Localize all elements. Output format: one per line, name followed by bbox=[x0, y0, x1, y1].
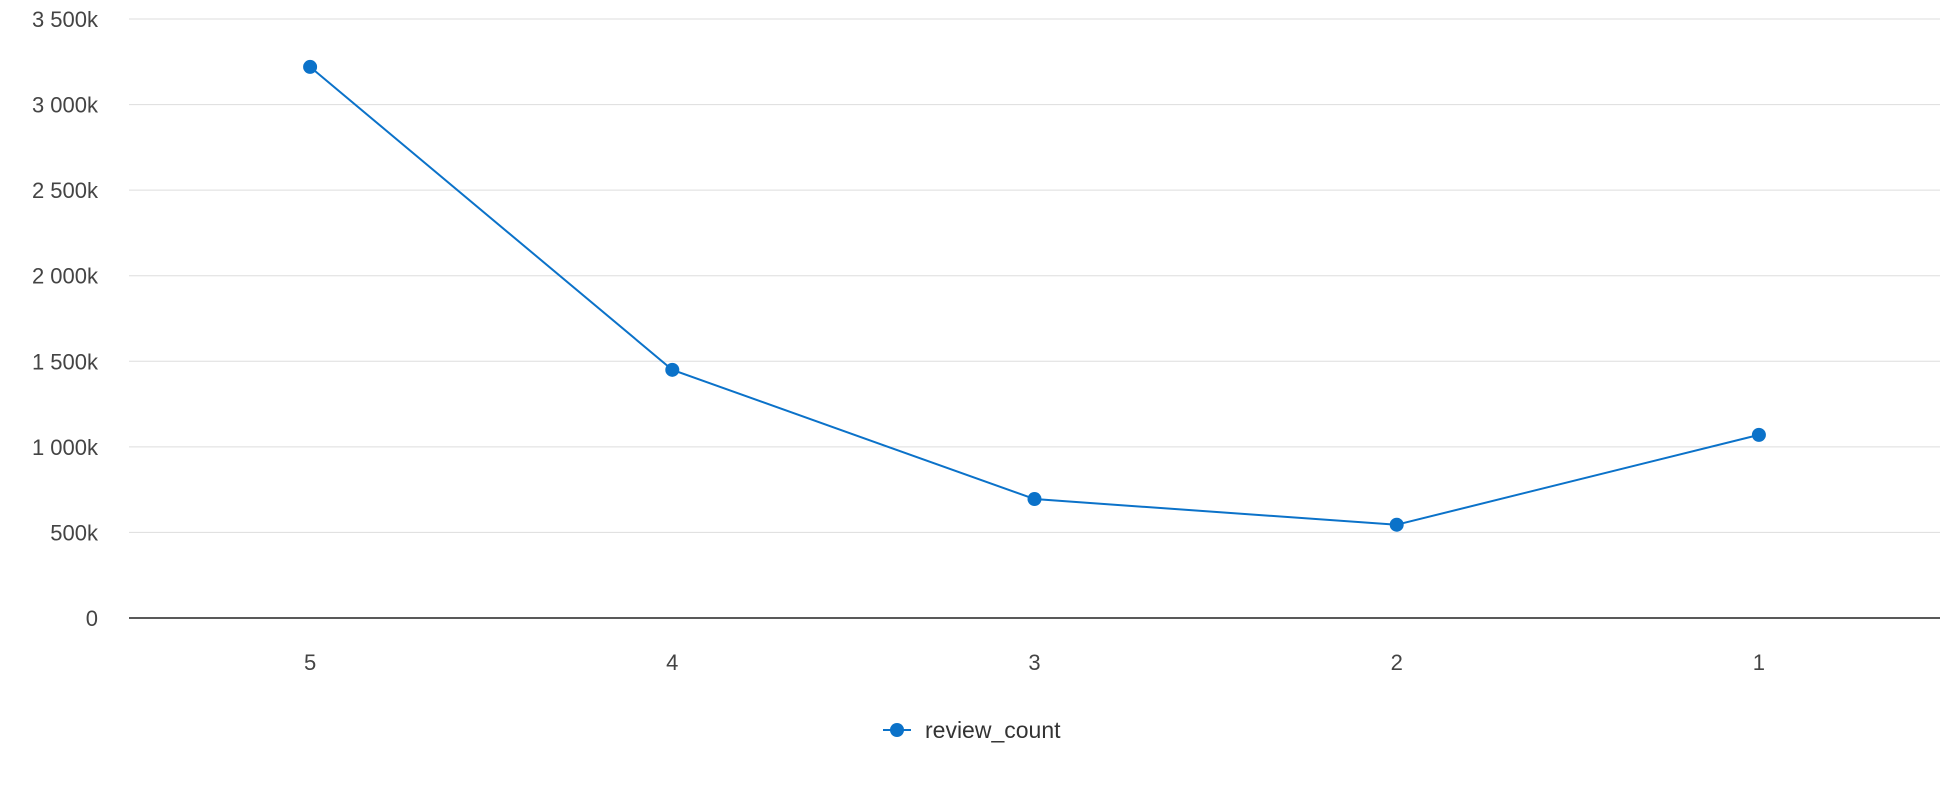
series-review-count bbox=[303, 59, 1766, 532]
legend-item[interactable]: review_count bbox=[883, 717, 1061, 743]
data-point[interactable] bbox=[665, 362, 680, 377]
y-tick-label: 500k bbox=[50, 520, 99, 545]
x-tick-label: 1 bbox=[1753, 650, 1765, 675]
y-axis: 0 500k 1 000k 1 500k 2 000k 2 500k 3 000k 3 500… bbox=[32, 7, 99, 631]
series-line bbox=[309, 66, 1760, 526]
y-tick-label: 3 500k bbox=[32, 7, 99, 32]
data-point[interactable] bbox=[1027, 492, 1042, 507]
y-tick-label: 3 000k bbox=[32, 93, 99, 118]
x-tick-label: 5 bbox=[304, 650, 316, 675]
legend[interactable]: review_count bbox=[883, 717, 1061, 743]
line-dot-icon bbox=[883, 723, 911, 737]
x-axis: 5 4 3 2 1 bbox=[129, 617, 1940, 675]
y-tick-label: 2 000k bbox=[32, 264, 99, 289]
x-tick-label: 3 bbox=[1028, 650, 1040, 675]
y-tick-label: 0 bbox=[86, 606, 98, 631]
y-tick-label: 1 000k bbox=[32, 435, 99, 460]
data-point[interactable] bbox=[1751, 427, 1766, 442]
data-point[interactable] bbox=[1389, 517, 1404, 532]
grid-lines bbox=[129, 18, 1940, 533]
legend-dot bbox=[890, 723, 904, 737]
x-tick-label: 2 bbox=[1391, 650, 1403, 675]
x-tick-label: 4 bbox=[666, 650, 678, 675]
legend-label: review_count bbox=[925, 717, 1061, 743]
y-tick-label: 1 500k bbox=[32, 349, 99, 374]
y-tick-label: 2 500k bbox=[32, 178, 99, 203]
data-point[interactable] bbox=[303, 59, 318, 74]
